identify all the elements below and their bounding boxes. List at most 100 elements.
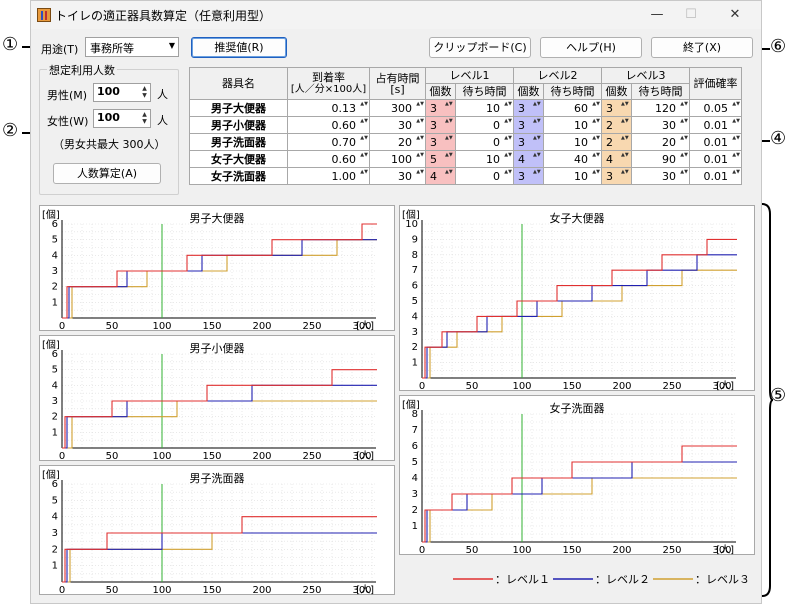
x-tick-label: 0 [59, 321, 65, 332]
eval-input[interactable]: 0.05 [689, 99, 742, 117]
female-count-input[interactable]: 100 ▲ ▼ [93, 109, 151, 128]
occupancy-input[interactable]: 100 [369, 150, 426, 168]
l2-wait-input[interactable]: 10 [543, 133, 602, 151]
l2-count-input[interactable]: 3 [513, 133, 544, 151]
x-tick-label: 200 [252, 321, 271, 332]
l1-wait-input[interactable]: 10 [455, 150, 514, 168]
updown-icon[interactable]: ▲ ▼ [142, 85, 147, 99]
chart-male-sink: 男子洗面器 [個] 1 2 3 4 5 6 0 50 100 150 200 250 300 [人] [39, 465, 395, 596]
usage-select[interactable]: 事務所等 ▼ [85, 37, 179, 57]
y-tick-label: 5 [52, 235, 58, 246]
l3-count-input[interactable]: 4 [601, 150, 632, 168]
exit-button[interactable]: 終了(X) [651, 37, 753, 58]
l3-count-input[interactable]: 3 [601, 99, 632, 117]
l1-wait-input[interactable]: 0 [455, 167, 514, 185]
male-label: 男性(M) [47, 89, 88, 102]
y-axis-label: [個] [42, 468, 60, 481]
l1-count-input[interactable]: 3 [425, 99, 456, 117]
arrival-input[interactable]: 0.70 [287, 133, 370, 151]
minimize-button[interactable]: — [650, 7, 664, 22]
y-tick-label: 1 [52, 561, 58, 572]
arrival-input[interactable]: 0.13 [287, 99, 370, 117]
x-tick-label: 200 [252, 451, 271, 462]
l3-count-input[interactable]: 2 [601, 116, 632, 134]
l2-count-input[interactable]: 4 [513, 150, 544, 168]
callout-5: ⑤ [770, 385, 787, 406]
l3-wait-input[interactable]: 90 [631, 150, 690, 168]
main-window: トイレの適正器具数算定（任意利用型） — ☐ ✕ 用途(T) 事務所等 ▼ 推奨… [30, 0, 762, 604]
y-tick-label: 3 [52, 396, 58, 407]
x-tick-label: 250 [302, 451, 321, 462]
l1-count-input[interactable]: 3 [425, 116, 456, 134]
l2-wait-input[interactable]: 10 [543, 167, 602, 185]
l1-wait-input[interactable]: 0 [455, 116, 514, 134]
l2-count-input[interactable]: 3 [513, 167, 544, 185]
x-axis-label: [人] [716, 544, 734, 556]
y-tick-label: 6 [412, 281, 418, 292]
arrival-input[interactable]: 0.60 [287, 150, 370, 168]
l3-count-input[interactable]: 3 [601, 167, 632, 185]
l2-count-input[interactable]: 3 [513, 116, 544, 134]
maximize-button[interactable]: ☐ [685, 7, 697, 22]
l1-count-input[interactable]: 4 [425, 167, 456, 185]
l2-count-input[interactable]: 3 [513, 99, 544, 117]
chart-title: 女子洗面器 [549, 402, 605, 415]
y-tick-label: 7 [412, 265, 418, 276]
x-tick-label: 150 [202, 451, 221, 462]
y-tick-label: 6 [412, 441, 418, 452]
y-tick-label: 5 [412, 296, 418, 307]
l2-wait-input[interactable]: 40 [543, 150, 602, 168]
y-tick-label: 3 [52, 528, 58, 539]
legend-line-l2 [553, 578, 593, 580]
header-level1: レベル1 [425, 67, 514, 84]
occupancy-input[interactable]: 300 [369, 99, 426, 117]
l1-wait-input[interactable]: 10 [455, 99, 514, 117]
l2-wait-input[interactable]: 60 [543, 99, 602, 117]
series-line-level1 [62, 223, 377, 319]
arrival-input[interactable]: 1.00 [287, 167, 370, 185]
help-button[interactable]: ヘルプ(H) [540, 37, 642, 58]
arrival-input[interactable]: 0.60 [287, 116, 370, 134]
updown-icon[interactable]: ▲ ▼ [142, 111, 147, 125]
people-group-label: 想定利用人数 [47, 62, 117, 78]
series-line-level1 [62, 516, 377, 583]
l1-count-input[interactable]: 3 [425, 133, 456, 151]
close-button[interactable]: ✕ [729, 7, 741, 22]
y-tick-label: 8 [412, 409, 418, 420]
chart-female-sink: 女子洗面器 [個] 1 2 3 4 5 6 7 8 0 50 100 150 200 250 300 [人] [399, 395, 755, 556]
l3-wait-input[interactable]: 30 [631, 167, 690, 185]
occupancy-input[interactable]: 20 [369, 133, 426, 151]
legend-level1: ：レベル１ [495, 573, 550, 586]
male-count-input[interactable]: 100 ▲ ▼ [93, 83, 151, 102]
x-tick-label: 50 [106, 451, 119, 462]
male-unit: 人 [157, 88, 168, 101]
eval-input[interactable]: 0.01 [689, 167, 742, 185]
recommended-button[interactable]: 推奨値(R) [191, 37, 287, 58]
chart-svg: [個] 1 2 3 4 5 6 0 50 100 150 200 250 300[人] [42, 208, 377, 332]
l3-wait-input[interactable]: 30 [631, 116, 690, 134]
l2-wait-input[interactable]: 10 [543, 116, 602, 134]
l3-wait-input[interactable]: 20 [631, 133, 690, 151]
calc-people-button[interactable]: 人数算定(A) [53, 163, 161, 184]
l1-count-input[interactable]: 5 [425, 150, 456, 168]
occupancy-input[interactable]: 30 [369, 116, 426, 134]
callout-2: ② [2, 120, 19, 141]
x-tick-label: 250 [302, 585, 321, 596]
fixture-name: 女子洗面器 [189, 167, 288, 185]
y-tick-label: 1 [412, 358, 418, 369]
eval-input[interactable]: 0.01 [689, 116, 742, 134]
l3-wait-input[interactable]: 120 [631, 99, 690, 117]
clipboard-button[interactable]: クリップボード(C) [429, 37, 531, 58]
fixture-name: 男子大便器 [189, 99, 288, 117]
y-axis-label: [個] [402, 208, 420, 221]
y-tick-label: 3 [412, 489, 418, 500]
eval-input[interactable]: 0.01 [689, 150, 742, 168]
eval-input[interactable]: 0.01 [689, 133, 742, 151]
header-eval: 評価確率 [689, 67, 742, 100]
y-tick-label: 8 [412, 250, 418, 261]
l3-count-input[interactable]: 2 [601, 133, 632, 151]
l1-wait-input[interactable]: 0 [455, 133, 514, 151]
occupancy-input[interactable]: 30 [369, 167, 426, 185]
